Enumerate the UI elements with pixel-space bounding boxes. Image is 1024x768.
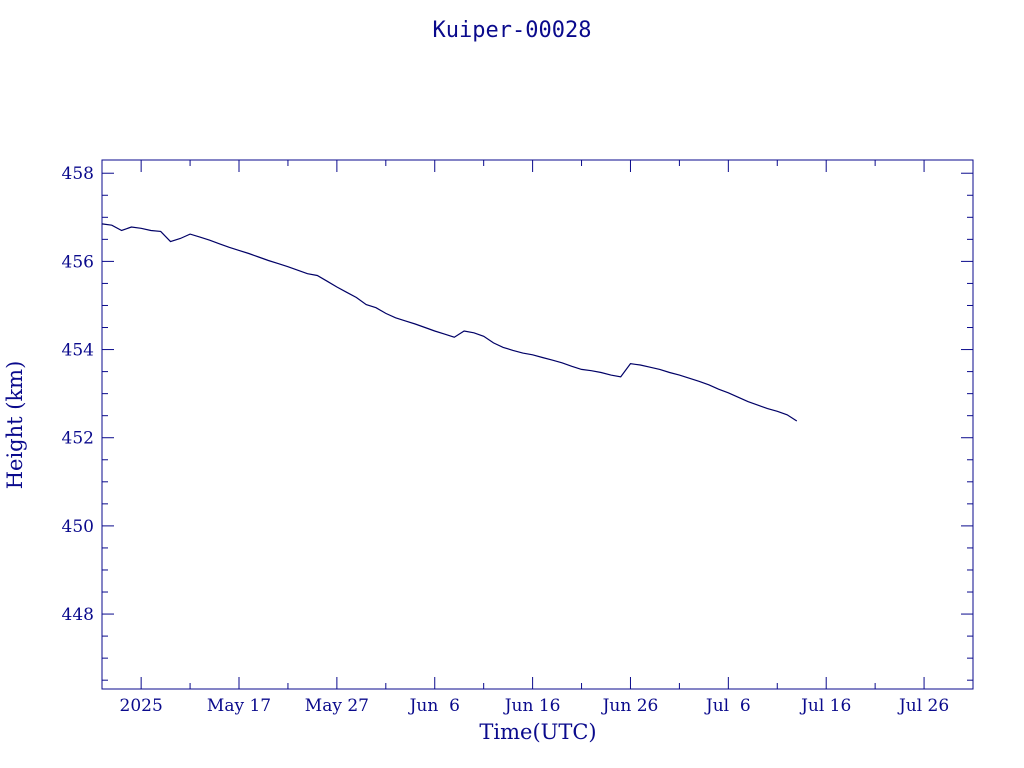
y-tick-label: 452 [62,429,94,449]
x-tick-label: 2025 [120,696,163,716]
x-axis-label: Time(UTC) [479,720,596,744]
x-tick-labels: 2025 May 17 May 27 Jun 6 Jun 16 Jun 26 Jul 6 Ju… [120,696,950,716]
x-tick-label: Jul 16 [799,696,851,716]
x-tick-label: May 27 [305,696,369,716]
x-tick-label: Jun 26 [601,696,659,716]
y-tick-labels: 448 450 452 454 456 458 [62,164,94,625]
x-tick-label: May 17 [207,696,271,716]
y-tick-label: 448 [62,605,94,625]
y-tick-label: 458 [62,164,94,184]
y-tick-label: 456 [62,252,94,272]
x-tick-label: Jul 26 [897,696,949,716]
chart-title: Kuiper-00028 [433,18,592,43]
y-axis-label: Height (km) [3,361,27,490]
y-tick-label: 454 [62,341,94,361]
y-tick-label: 450 [62,517,94,537]
x-tick-label: Jul 6 [704,696,751,716]
plot-frame [101,159,974,690]
height-series-line [101,223,798,422]
axis-ticks [102,160,974,689]
x-tick-label: Jun 6 [408,696,460,716]
x-tick-label: Jun 16 [503,696,561,716]
